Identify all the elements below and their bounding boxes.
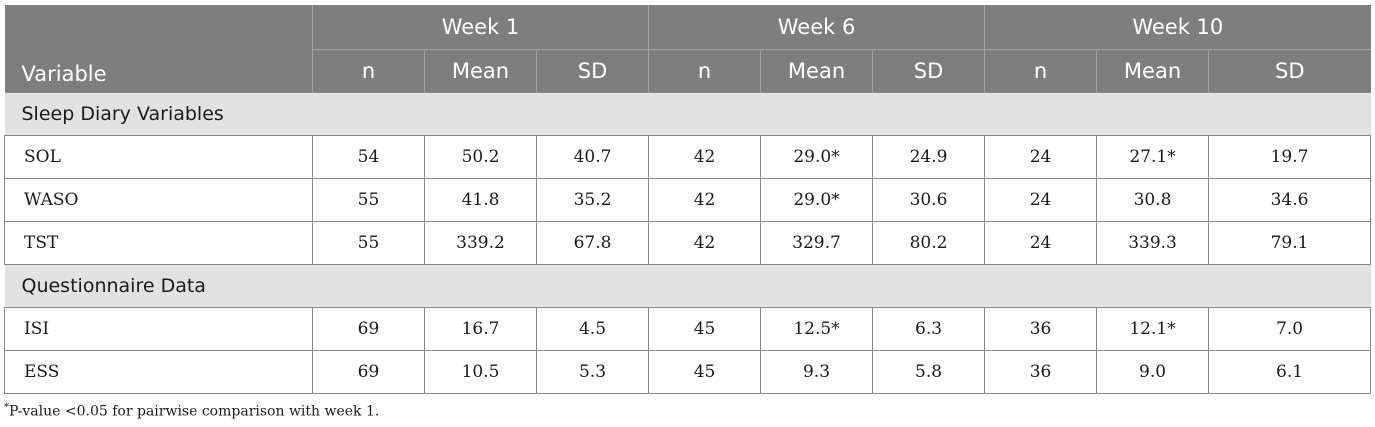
table-cell: 80.2 [872, 221, 985, 265]
table-cell: 35.2 [535, 178, 649, 222]
row-label: SOL [4, 135, 313, 179]
table-cell: 79.1 [1208, 221, 1372, 265]
table-cell: 40.7 [535, 135, 649, 179]
table-row: ISI 69 16.7 4.5 45 12.5* 6.3 36 12.1* 7.… [4, 307, 1372, 351]
table-cell: 5.8 [872, 350, 985, 394]
footnote-marker: * [4, 402, 9, 413]
table-cell: 55 [312, 221, 425, 265]
results-table-container: Variable Week 1 Week 6 Week 10 n Mean SD… [4, 5, 1372, 394]
header-w10-mean: Mean [1096, 49, 1209, 93]
table-cell: 30.8 [1096, 178, 1209, 222]
table-cell: 41.8 [424, 178, 537, 222]
table-footnote: *P-value <0.05 for pairwise comparison w… [4, 402, 379, 420]
table-cell: 7.0 [1208, 307, 1372, 351]
table-row: WASO 55 41.8 35.2 42 29.0* 30.6 24 30.8 … [4, 178, 1372, 222]
table-cell: 339.2 [424, 221, 537, 265]
table-row: TST 55 339.2 67.8 42 329.7 80.2 24 339.3… [4, 221, 1372, 265]
table-cell: 42 [648, 135, 761, 179]
table-cell: 69 [312, 350, 425, 394]
table-cell: 42 [648, 178, 761, 222]
table-cell: 50.2 [424, 135, 537, 179]
table-cell: 10.5 [424, 350, 537, 394]
table-row: ESS 69 10.5 5.3 45 9.3 5.8 36 9.0 6.1 [4, 350, 1372, 394]
table-cell: 4.5 [535, 307, 649, 351]
table-cell: 5.3 [535, 350, 649, 394]
table-cell: 329.7 [760, 221, 873, 265]
row-label: ESS [4, 350, 313, 394]
table-cell: 12.1* [1096, 307, 1209, 351]
row-label: ISI [4, 307, 313, 351]
table-cell: 27.1* [1096, 135, 1209, 179]
table-cell: 24 [984, 221, 1097, 265]
table-cell: 36 [984, 350, 1097, 394]
table-body: Sleep Diary Variables SOL 54 50.2 40.7 4… [4, 92, 1372, 394]
table-cell: 16.7 [424, 307, 537, 351]
header-variable: Variable [4, 5, 313, 93]
header-week-10: Week 10 [984, 5, 1371, 50]
table-cell: 45 [648, 350, 761, 394]
table-cell: 24.9 [872, 135, 985, 179]
header-week-1: Week 1 [311, 5, 649, 50]
header-w1-n: n [312, 49, 425, 93]
section-title: Sleep Diary Variables [4, 92, 1371, 136]
header-w6-sd: SD [872, 49, 985, 93]
header-w6-mean: Mean [760, 49, 873, 93]
table-cell: 29.0* [760, 178, 873, 222]
table-cell: 19.7 [1208, 135, 1372, 179]
table-cell: 24 [984, 135, 1097, 179]
table-cell: 36 [984, 307, 1097, 351]
table-cell: 30.6 [872, 178, 985, 222]
table-cell: 54 [312, 135, 425, 179]
table-cell: 12.5* [760, 307, 873, 351]
table-header: Variable Week 1 Week 6 Week 10 n Mean SD… [4, 5, 1371, 93]
results-table: Variable Week 1 Week 6 Week 10 n Mean SD… [4, 5, 1372, 394]
table-cell: 6.3 [872, 307, 985, 351]
table-cell: 9.3 [760, 350, 873, 394]
table-cell: 29.0* [760, 135, 873, 179]
footnote-text: P-value <0.05 for pairwise comparison wi… [9, 403, 380, 420]
table-cell: 34.6 [1208, 178, 1372, 222]
header-w10-sd: SD [1208, 49, 1371, 93]
table-cell: 42 [648, 221, 761, 265]
table-cell: 55 [312, 178, 425, 222]
table-cell: 24 [984, 178, 1097, 222]
table-cell: 339.3 [1096, 221, 1209, 265]
section-title: Questionnaire Data [4, 264, 1371, 308]
table-cell: 69 [312, 307, 425, 351]
header-week-6: Week 6 [648, 5, 985, 50]
row-label: TST [4, 221, 313, 265]
table-cell: 9.0 [1096, 350, 1209, 394]
header-w6-n: n [648, 49, 761, 93]
header-w1-mean: Mean [424, 49, 537, 93]
table-row: SOL 54 50.2 40.7 42 29.0* 24.9 24 27.1* … [4, 135, 1372, 179]
table-cell: 45 [648, 307, 761, 351]
table-cell: 67.8 [535, 221, 649, 265]
table-cell: 6.1 [1208, 350, 1372, 394]
header-w10-n: n [984, 49, 1097, 93]
row-label: WASO [4, 178, 313, 222]
header-w1-sd: SD [535, 49, 649, 93]
